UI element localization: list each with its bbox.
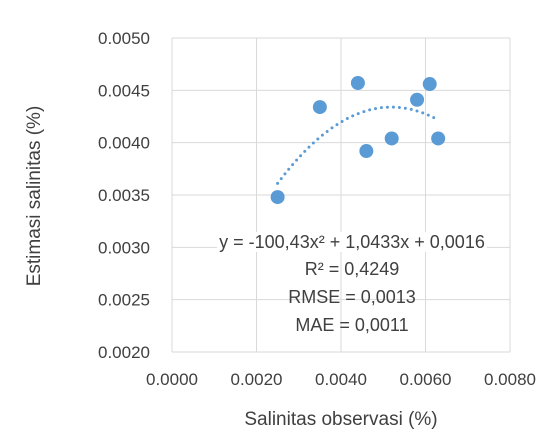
y-tick-label: 0.0035	[98, 186, 150, 205]
x-tick-label: 0.0020	[231, 370, 283, 389]
data-point	[351, 76, 365, 90]
data-point	[313, 100, 327, 114]
y-tick-label: 0.0040	[98, 134, 150, 153]
x-tick-labels: 0.0000 0.0020 0.0040 0.0060 0.0080	[146, 370, 536, 389]
y-tick-label: 0.0030	[98, 238, 150, 257]
x-tick-label: 0.0000	[146, 370, 198, 389]
trendline-group	[278, 107, 439, 183]
y-tick-labels: 0.0020 0.0025 0.0030 0.0035 0.0040 0.0045 0.00…	[98, 29, 150, 362]
y-tick-label: 0.0020	[98, 343, 150, 362]
data-point	[423, 77, 437, 91]
x-axis-title: Salinitas observasi (%)	[244, 409, 437, 430]
y-tick-label: 0.0050	[98, 29, 150, 48]
x-tick-label: 0.0060	[400, 370, 452, 389]
data-point	[271, 190, 285, 204]
y-tick-label: 0.0045	[98, 81, 150, 100]
rmse-label: RMSE = 0,0013	[288, 287, 416, 307]
x-tick-label: 0.0040	[315, 370, 367, 389]
y-tick-label: 0.0025	[98, 291, 150, 310]
data-point	[359, 144, 373, 158]
data-point	[431, 131, 445, 145]
x-tick-label: 0.0080	[484, 370, 536, 389]
equation-label: y = -100,43x² + 1,0433x + 0,0016	[219, 232, 485, 252]
data-point	[410, 93, 424, 107]
trendline	[278, 107, 439, 183]
data-points	[271, 76, 446, 204]
y-axis-title: Estimasi salinitas (%)	[24, 106, 45, 287]
mae-label: MAE = 0,0011	[295, 315, 408, 335]
data-point	[385, 131, 399, 145]
r-squared-label: R² = 0,4249	[305, 259, 400, 279]
